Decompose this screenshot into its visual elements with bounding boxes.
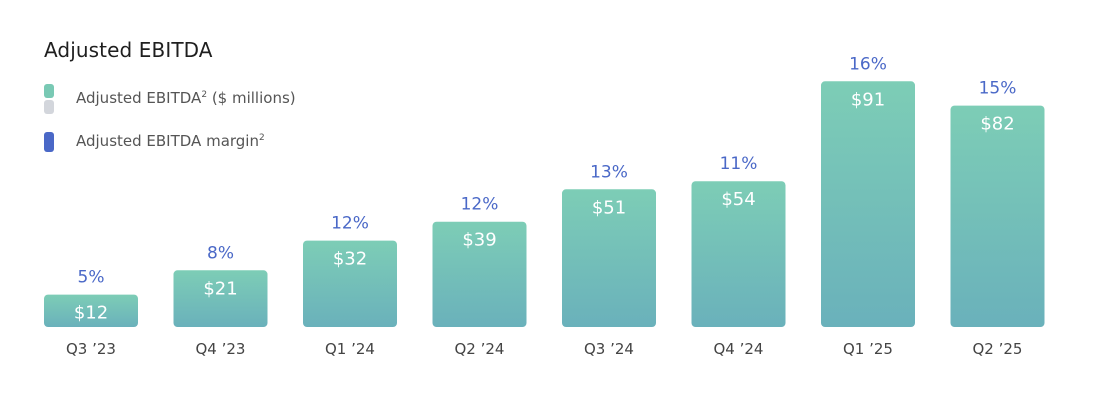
margin-value-label: 8%	[207, 243, 234, 263]
margin-value-label: 5%	[78, 268, 105, 288]
x-axis-tick-label: Q3 ’24	[584, 340, 634, 358]
x-axis-tick-label: Q1 ’25	[843, 340, 893, 358]
x-axis-tick-label: Q4 ’24	[714, 340, 764, 358]
legend-label-ebitda-text: Adjusted EBITDA	[76, 89, 202, 107]
x-axis-tick-label: Q1 ’24	[325, 340, 375, 358]
margin-value-label: 15%	[979, 79, 1017, 99]
bar-value-label: $82	[980, 114, 1014, 135]
bar-ebitda	[691, 181, 786, 327]
legend-label-margin: Adjusted EBITDA margin2	[76, 132, 265, 150]
bar-ebitda	[950, 105, 1045, 327]
legend-label-ebitda-unit: ($ millions)	[207, 89, 296, 107]
x-axis-tick-label: Q3 ’23	[66, 340, 116, 358]
legend-label-ebitda: Adjusted EBITDA2 ($ millions)	[76, 89, 296, 107]
margin-value-label: 11%	[720, 154, 758, 174]
bars-group: $12 5% Q3 ’23 $21 8% Q4 ’23 $32 12% Q1 ’24 $39 12%…	[44, 54, 1045, 358]
legend-label-margin-text: Adjusted EBITDA margin	[76, 132, 259, 150]
bar-value-label: $39	[462, 230, 496, 251]
legend-swatch-grey	[44, 100, 54, 114]
chart-title: Adjusted EBITDA	[44, 38, 213, 62]
x-axis-tick-label: Q2 ’24	[455, 340, 505, 358]
legend-swatch-margin	[44, 132, 54, 152]
x-axis-tick-label: Q2 ’25	[973, 340, 1023, 358]
bar-ebitda	[821, 81, 915, 327]
margin-value-label: 16%	[849, 54, 887, 74]
margin-value-label: 13%	[590, 162, 628, 182]
bar-ebitda	[44, 294, 138, 327]
bar-ebitda	[432, 221, 527, 327]
bar-value-label: $12	[74, 303, 108, 324]
legend-label-margin-footnote: 2	[258, 133, 265, 143]
bar-value-label: $21	[203, 278, 237, 299]
bar-ebitda	[562, 189, 656, 327]
bar-value-label: $32	[333, 249, 367, 270]
bar-value-label: $51	[592, 197, 626, 218]
bar-value-label: $91	[851, 89, 885, 110]
x-axis-tick-label: Q4 ’23	[196, 340, 246, 358]
bar-ebitda	[173, 270, 268, 327]
margin-value-label: 12%	[461, 195, 499, 215]
margin-value-label: 12%	[331, 214, 369, 234]
legend-swatch-ebitda	[44, 84, 54, 98]
bar-ebitda	[303, 240, 397, 327]
bar-value-label: $54	[721, 189, 755, 210]
legend-label-ebitda-footnote: 2	[201, 90, 208, 100]
